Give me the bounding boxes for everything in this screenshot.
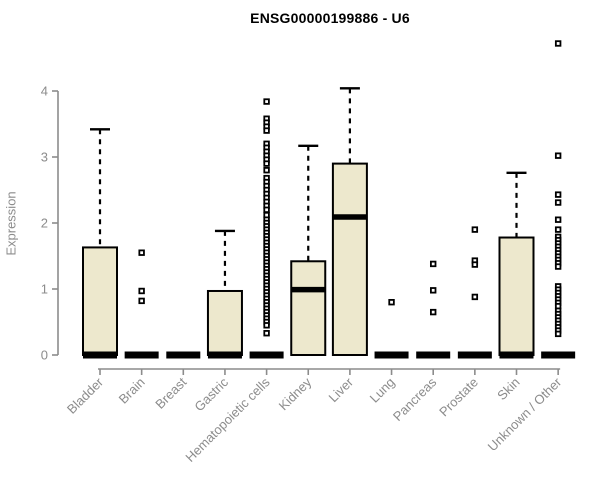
y-tick-label: 1 [41,282,48,297]
outlier-point-hematopoietic-cells [263,166,270,174]
x-tick-label: Gastric [191,374,231,414]
outlier-point-hematopoietic-cells [263,330,270,337]
outlier-point-unknown-other [554,226,562,233]
y-tick-label: 3 [41,150,48,165]
outlier-point-hematopoietic-cells [263,98,270,105]
outlier-point-unknown-other [554,152,562,159]
outlier-point-brain [138,249,145,256]
y-tick-label: 4 [41,84,48,99]
box-skin [498,236,535,357]
x-tick-label: Bladder [64,374,107,417]
outlier-point-hematopoietic-cells [263,127,270,134]
outlier-point-hematopoietic-cells [263,160,270,167]
outlier-point-brain [138,287,145,295]
outlier-point-prostate [471,293,479,301]
chart-title: ENSG00000199886 - U6 [250,10,410,26]
outlier-point-unknown-other [554,199,562,206]
outlier-point-unknown-other [554,191,562,198]
x-tick-label: Unknown / Other [485,374,565,454]
outlier-point-prostate [471,226,479,233]
outlier-point-pancreas [429,308,437,316]
outlier-point-unknown-other [554,330,562,338]
box-bladder [82,246,118,356]
outlier-point-unknown-other [554,216,562,223]
outlier-point-pancreas [429,287,437,294]
x-tick-label: Skin [494,375,522,403]
outlier-point-prostate [471,261,479,268]
x-tick-label: Pancreas [390,374,440,424]
y-tick-label: 2 [41,216,48,231]
outlier-point-lung [388,298,395,306]
outlier-point-pancreas [429,260,437,268]
x-tick-label: Brain [116,375,148,407]
box-gastric [206,289,243,357]
outlier-point-brain [138,297,145,305]
outlier-point-hematopoietic-cells [263,322,270,329]
x-tick-label: Liver [325,374,356,405]
x-tick-label: Lung [367,375,398,406]
outlier-point-unknown-other [554,263,562,270]
y-tick-label: 0 [41,348,48,363]
x-tick-label: Kidney [276,374,315,413]
x-tick-label: Prostate [436,375,481,420]
outlier-point-unknown-other [554,40,562,47]
outlier-point-hematopoietic-cells [263,206,270,213]
box-kidney [290,260,327,356]
box-liver [331,162,368,356]
x-tick-label: Breast [152,374,189,411]
